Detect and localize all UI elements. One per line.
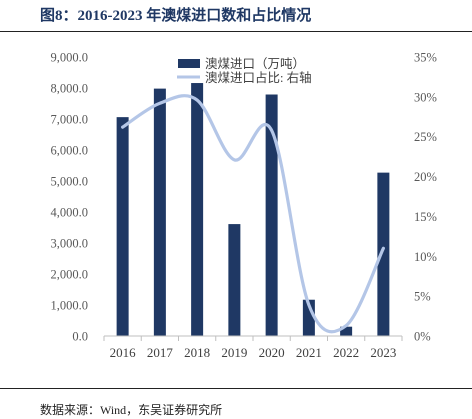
line-series (121, 94, 385, 334)
legend: 澳煤进口（万吨） 澳煤进口占比: 右轴 (177, 57, 312, 85)
x-tick-label-2020: 2020 (259, 345, 285, 360)
legend-label-line: 澳煤进口占比: 右轴 (205, 70, 312, 85)
bar-2016 (116, 117, 129, 336)
y-left-tick-label: 9,000.0 (51, 51, 89, 65)
bar-2022 (340, 326, 353, 336)
y-left-tick-label: 7,000.0 (51, 113, 89, 127)
y-left-tick-label: 4,000.0 (51, 206, 89, 220)
y-right-tick-label: 5% (414, 290, 431, 304)
line-point-2017 (158, 101, 162, 105)
line-point-2018 (195, 98, 199, 102)
line-point-2021 (307, 303, 311, 307)
y-left-tick-label: 5,000.0 (51, 175, 89, 189)
line-point-2023 (381, 246, 385, 250)
bar-2018 (191, 83, 204, 336)
x-tick-label-2017: 2017 (147, 345, 174, 360)
share-line (121, 94, 385, 334)
x-tick-label-2016: 2016 (110, 345, 137, 360)
bottom-rule (0, 388, 472, 389)
x-tick-label-2021: 2021 (296, 345, 322, 360)
line-point-2020 (270, 128, 274, 132)
bar-2019 (228, 224, 241, 336)
y-left-tick-label: 3,000.0 (51, 237, 89, 251)
line-point-2019 (232, 158, 236, 162)
page-title: 图8：2016-2023 年澳煤进口数和占比情况 (40, 8, 312, 24)
bar-series (116, 83, 390, 337)
y-right-tick-label: 0% (414, 330, 431, 344)
legend-label-bar: 澳煤进口（万吨） (205, 57, 305, 71)
x-tick-label-2018: 2018 (184, 345, 210, 360)
y-left-tick-label: 0.0 (72, 330, 88, 344)
y-left-tick-label: 1,000.0 (51, 299, 89, 313)
bar-2017 (153, 88, 166, 337)
y-right-tick-label: 35% (414, 51, 437, 65)
chart: 2016 2017 2018 2019 2020 2021 2022 2023 0.0 1,000… (51, 51, 437, 361)
y-right-tick-label: 25% (414, 130, 437, 144)
y-right-tick-label: 10% (414, 250, 437, 264)
bar-2023 (377, 172, 390, 336)
y-left-tick-label: 8,000.0 (51, 82, 89, 96)
y-right-tick-label: 15% (414, 210, 437, 224)
y-right-tick-label: 20% (414, 170, 437, 184)
y-left-tick-label: 6,000.0 (51, 144, 89, 158)
line-point-2016 (121, 125, 125, 129)
y-right-tick-label: 30% (414, 90, 437, 104)
axes: 2016 2017 2018 2019 2020 2021 2022 2023 0.0 1,000… (51, 51, 437, 361)
source-note: 数据来源：Wind，东吴证券研究所 (40, 403, 223, 417)
legend-swatch-bar (178, 59, 200, 68)
y-left-tick-label: 2,000.0 (51, 268, 89, 282)
x-tick-label-2022: 2022 (333, 345, 359, 360)
bar-2020 (265, 94, 278, 336)
x-tick-label-2023: 2023 (370, 345, 396, 360)
line-point-2022 (344, 324, 348, 328)
top-rule (0, 31, 472, 32)
x-tick-label-2019: 2019 (221, 345, 247, 360)
